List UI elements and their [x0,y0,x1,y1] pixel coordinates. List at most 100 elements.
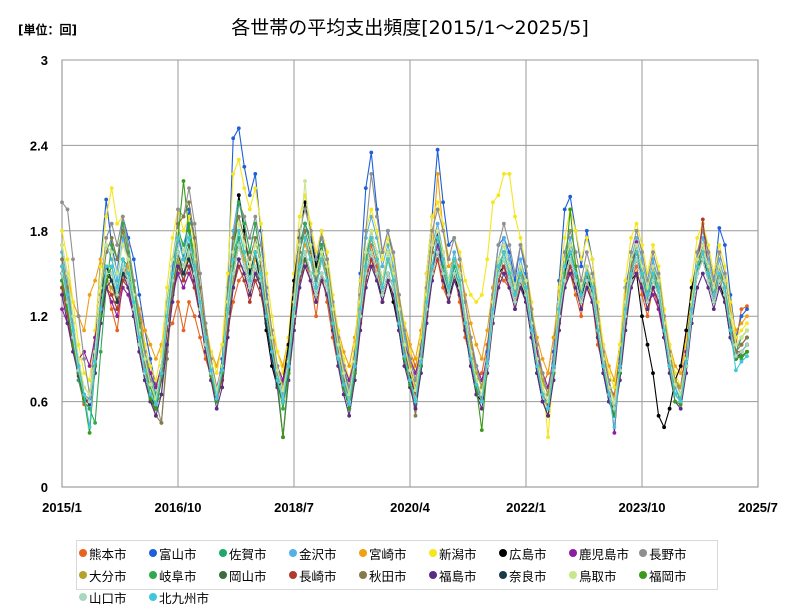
legend-item: 新潟市 [429,544,499,562]
data-point [198,335,203,340]
data-point [540,371,545,375]
data-point [678,402,683,407]
legend-item: 奈良市 [499,566,569,584]
data-point [303,250,307,255]
data-point [468,321,473,326]
data-point [231,236,236,240]
data-point [651,371,655,375]
data-point [247,250,252,255]
data-point [137,293,142,297]
data-point [711,278,716,283]
data-point [507,285,512,290]
data-point [513,293,517,297]
data-point [645,285,650,290]
data-point [634,243,639,247]
data-point [187,257,191,262]
data-point [634,228,639,233]
data-point [87,431,92,435]
data-point [584,285,589,290]
legend-item: 富山市 [149,544,219,562]
data-point [325,264,329,269]
data-point [281,406,285,411]
data-point [319,278,324,283]
data-point [678,406,683,411]
data-point [656,264,661,269]
data-point [341,392,346,397]
data-point [87,402,92,407]
data-point [717,285,722,290]
data-point [236,126,241,131]
data-point [308,257,313,262]
legend-marker-icon [79,549,87,557]
data-point [314,293,318,297]
x-tick-label: 2025/7 [738,500,778,515]
data-point [109,243,114,247]
data-point [363,186,368,191]
legend-marker-icon [79,593,87,601]
data-point [303,236,307,240]
data-point [242,186,247,191]
data-point [391,278,396,283]
data-point [109,285,114,290]
data-point [739,342,744,347]
data-point [524,278,528,283]
legend-marker-icon [289,571,297,579]
data-point [82,328,86,333]
data-point [651,264,655,269]
data-point [485,257,490,262]
data-point [584,250,589,255]
data-point [435,172,440,176]
data-point [435,147,440,152]
data-point [640,243,644,247]
data-point [590,278,595,283]
data-point [507,172,512,176]
data-point [347,406,352,411]
data-point [253,278,258,283]
data-point [573,264,578,269]
data-point [496,285,501,290]
data-point [297,214,302,219]
legend-label: 広島市 [509,546,547,562]
data-point [634,240,639,245]
data-point [518,236,523,240]
data-point [386,278,390,283]
data-point [65,293,70,297]
data-point [579,300,584,304]
data-point [496,264,501,269]
data-point [700,271,705,276]
legend-marker-icon [359,549,367,557]
data-point [479,406,484,411]
data-point [723,271,727,276]
data-point [225,307,230,311]
data-point [143,357,147,361]
data-point [441,278,445,283]
legend-item: 広島市 [499,544,569,562]
data-point [187,264,191,269]
data-point [115,314,120,319]
data-point [584,228,589,233]
legend-marker-icon [359,571,367,579]
legend-label: 鳥取市 [579,568,617,584]
data-point [491,307,495,311]
data-point [380,293,385,297]
data-point [513,214,517,219]
data-point [82,392,86,397]
data-point [270,349,274,354]
data-point [645,278,650,283]
data-point [408,357,412,361]
data-point [745,354,749,358]
data-point [568,228,573,233]
data-point [303,257,307,262]
data-point [413,406,418,411]
data-point [341,382,346,387]
data-point [629,250,633,255]
data-point [303,228,307,233]
data-point [640,285,644,290]
data-point [347,364,352,368]
data-point [341,371,346,375]
data-point [176,264,180,269]
data-point [673,392,677,397]
data-point [435,221,440,226]
data-point [181,264,186,269]
